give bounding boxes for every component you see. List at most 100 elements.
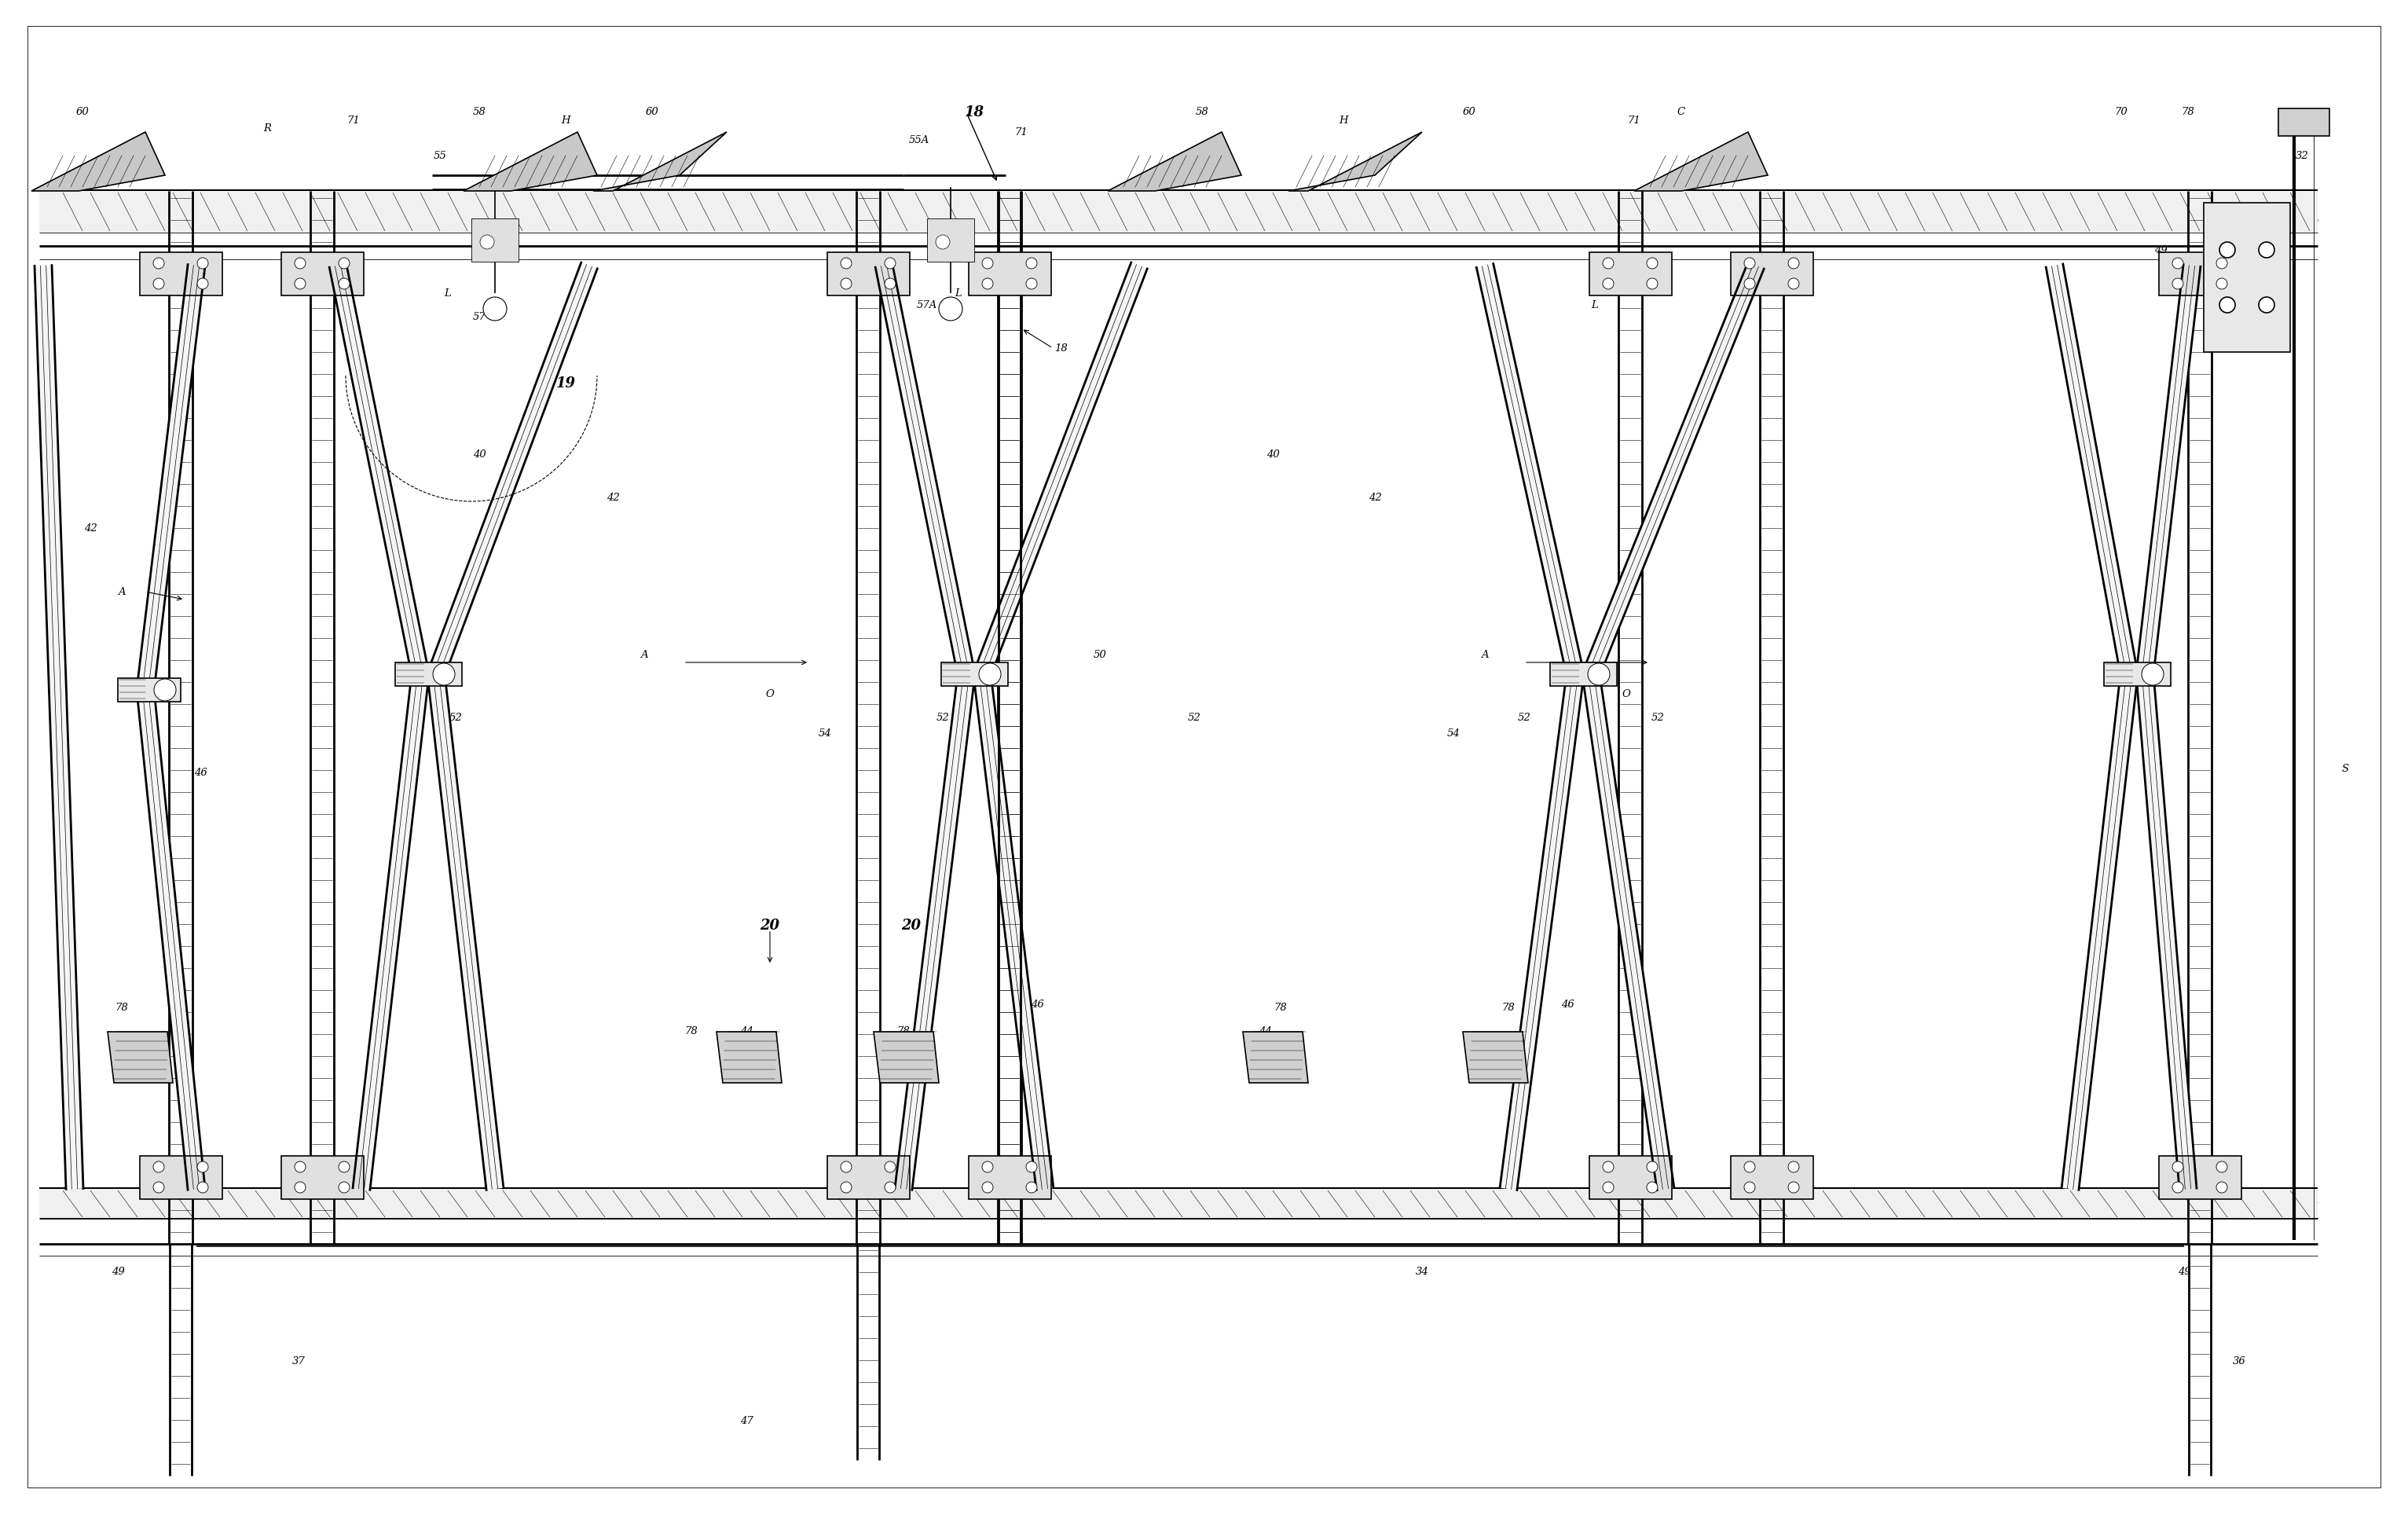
Text: H: H (561, 115, 571, 126)
Circle shape (1587, 664, 1611, 685)
Text: A: A (1481, 650, 1488, 659)
Circle shape (939, 297, 963, 321)
Circle shape (840, 258, 852, 268)
Circle shape (937, 235, 949, 248)
Text: 46: 46 (193, 767, 207, 777)
Bar (118, 679, 181, 701)
Text: 47: 47 (739, 1415, 754, 1426)
Text: 52: 52 (1652, 712, 1664, 723)
Circle shape (154, 258, 164, 268)
Circle shape (294, 1162, 306, 1173)
Text: 78: 78 (896, 1027, 910, 1036)
Polygon shape (429, 262, 597, 677)
Circle shape (1789, 1182, 1799, 1192)
Circle shape (1743, 279, 1755, 289)
Bar (39, 1189, 2316, 1218)
Circle shape (154, 1162, 164, 1173)
Text: 58: 58 (472, 108, 486, 118)
Circle shape (980, 664, 1002, 685)
Bar (826, 251, 910, 295)
Bar (39, 191, 2316, 233)
Bar (2278, 109, 2329, 136)
Circle shape (340, 1162, 349, 1173)
Polygon shape (592, 132, 727, 191)
Circle shape (982, 1182, 992, 1192)
Bar (2105, 662, 2170, 686)
Circle shape (1789, 279, 1799, 289)
Text: 18: 18 (963, 106, 985, 120)
Circle shape (982, 279, 992, 289)
Text: 55A: 55A (908, 135, 929, 145)
Text: 52: 52 (937, 712, 949, 723)
Bar (140, 1156, 222, 1198)
Bar (942, 662, 1007, 686)
Circle shape (1789, 1162, 1799, 1173)
Text: 20: 20 (761, 918, 780, 933)
Text: O: O (1623, 689, 1630, 698)
Polygon shape (973, 673, 1052, 1189)
Circle shape (1647, 279, 1657, 289)
Text: 78: 78 (116, 1003, 128, 1014)
Circle shape (2220, 297, 2235, 312)
Text: R: R (262, 123, 272, 133)
Circle shape (982, 1162, 992, 1173)
Polygon shape (108, 1032, 173, 1083)
Circle shape (884, 279, 896, 289)
Text: 50: 50 (1093, 650, 1108, 659)
Text: 78: 78 (1503, 1003, 1515, 1014)
Circle shape (884, 1162, 896, 1173)
Polygon shape (462, 132, 597, 191)
Text: 49: 49 (2153, 245, 2167, 255)
Polygon shape (34, 265, 84, 1189)
Text: A: A (641, 650, 648, 659)
Bar (1731, 251, 1813, 295)
Text: 46: 46 (1560, 998, 1575, 1009)
Polygon shape (1243, 1032, 1308, 1083)
Circle shape (2259, 297, 2276, 312)
Circle shape (840, 1182, 852, 1192)
Text: 44: 44 (1259, 1027, 1271, 1036)
Text: L: L (1592, 300, 1599, 311)
Circle shape (484, 297, 506, 321)
Bar (1551, 662, 1616, 686)
Circle shape (884, 1182, 896, 1192)
Circle shape (1743, 1182, 1755, 1192)
Text: 57A: 57A (917, 300, 937, 311)
Circle shape (982, 258, 992, 268)
Circle shape (2215, 1162, 2227, 1173)
Bar (1589, 251, 1671, 295)
Polygon shape (330, 264, 429, 676)
Bar (1589, 1156, 1671, 1198)
Circle shape (2215, 1182, 2227, 1192)
Circle shape (1604, 1182, 1613, 1192)
Text: 40: 40 (1267, 448, 1279, 459)
Circle shape (340, 258, 349, 268)
Text: 55: 55 (433, 150, 445, 161)
Text: S: S (2341, 764, 2348, 774)
Text: 60: 60 (77, 108, 89, 118)
Circle shape (197, 258, 207, 268)
Circle shape (1026, 279, 1038, 289)
Bar (826, 1156, 910, 1198)
Bar (395, 662, 462, 686)
Text: 71: 71 (1014, 127, 1028, 138)
Text: 54: 54 (1447, 729, 1459, 738)
Text: 52: 52 (1187, 712, 1202, 723)
Text: 57: 57 (472, 312, 486, 321)
Text: 18: 18 (1055, 342, 1067, 353)
Polygon shape (1500, 673, 1584, 1189)
Circle shape (1647, 1182, 1657, 1192)
Text: A: A (118, 586, 125, 597)
Bar (927, 218, 975, 262)
Text: 60: 60 (1462, 108, 1476, 118)
Polygon shape (1582, 673, 1674, 1191)
Bar (140, 251, 222, 295)
Circle shape (2215, 279, 2227, 289)
Circle shape (2141, 664, 2165, 685)
Circle shape (2172, 279, 2184, 289)
Text: L: L (956, 288, 961, 298)
Circle shape (197, 1182, 207, 1192)
Polygon shape (973, 262, 1146, 677)
Text: 71: 71 (347, 115, 361, 126)
Polygon shape (137, 265, 205, 691)
